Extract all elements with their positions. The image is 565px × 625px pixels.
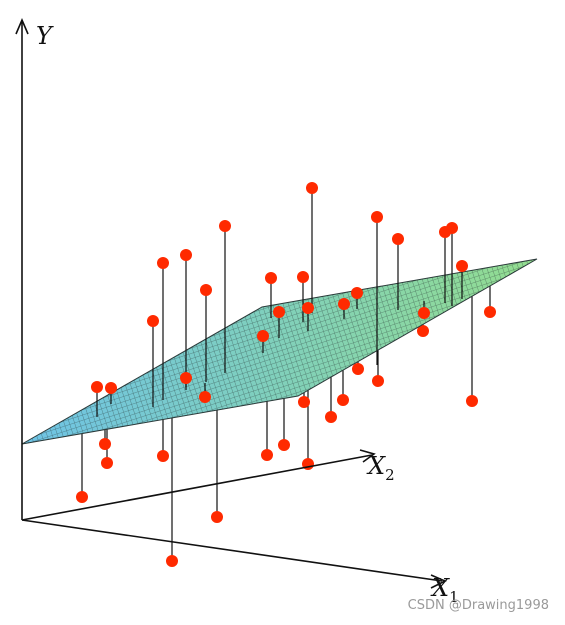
watermark-text: CSDN @Drawing1998 [407, 598, 549, 613]
above-observation-point [392, 233, 404, 245]
above-observation-point [456, 260, 468, 272]
below-observation-point [325, 411, 337, 423]
below-observation-point [372, 375, 384, 387]
above-observation-point [257, 330, 269, 342]
above-observation-point [446, 222, 458, 234]
below-observation-point [157, 450, 169, 462]
regression-plane [21, 258, 538, 445]
above-observation-point [371, 211, 383, 223]
below-observation-point [417, 325, 429, 337]
above-observation-point [297, 271, 309, 283]
y-axis-label: Y [36, 22, 54, 50]
above-observation-point [157, 257, 169, 269]
x2-axis-line [21, 454, 373, 521]
above-observation-point [351, 287, 363, 299]
svg-text:X1: X1 [430, 574, 459, 606]
x1-axis-label: X [430, 574, 450, 602]
above-observation-point [147, 315, 159, 327]
x2-axis-subscript: 2 [385, 466, 395, 484]
x2-axis-label: X [366, 452, 386, 480]
above-observation-point [338, 298, 350, 310]
below-observation-point [298, 396, 310, 408]
above-observation-point [180, 372, 192, 384]
below-observation-point [352, 363, 364, 375]
x1-axis-arrowhead [430, 574, 447, 589]
above-observation-point [418, 307, 430, 319]
axes [15, 17, 447, 589]
svg-text:X2: X2 [366, 452, 395, 484]
above-observation-point [180, 249, 192, 261]
x2-axis-arrowhead [359, 449, 376, 463]
above-observation-point [105, 382, 117, 394]
below-observation-point [101, 457, 113, 469]
above-observation-point [91, 381, 103, 393]
below-observation-point [466, 395, 478, 407]
below-observation-point [166, 555, 178, 567]
below-observation-point [211, 511, 223, 523]
points-above-plane [91, 182, 468, 417]
below-observation-point [99, 438, 111, 450]
below-observation-point [337, 394, 349, 406]
above-observation-point [199, 391, 211, 403]
x1-axis-line [21, 519, 443, 582]
below-observation-point [76, 491, 88, 503]
x1-axis-subscript: 1 [449, 588, 459, 606]
above-observation-point [273, 306, 285, 318]
above-observation-point [265, 272, 277, 284]
above-observation-point [302, 302, 314, 314]
below-observation-point [484, 306, 496, 318]
below-observation-point [278, 439, 290, 451]
y-axis-arrowhead [15, 17, 29, 35]
above-observation-point [306, 182, 318, 194]
below-observation-point [261, 449, 273, 461]
above-observation-point [200, 284, 212, 296]
above-observation-point [219, 220, 231, 232]
